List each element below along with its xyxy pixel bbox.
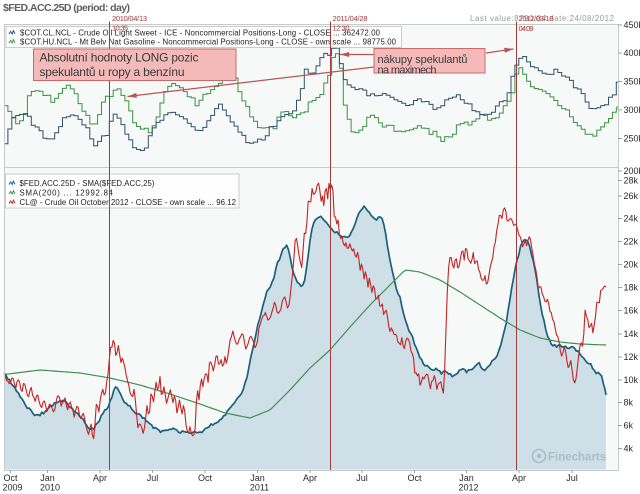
svg-text:SMA(200) ... 12992.84: SMA(200) ... 12992.84 xyxy=(20,189,114,198)
svg-text:Jul: Jul xyxy=(147,473,159,483)
svg-text:24k: 24k xyxy=(624,214,639,224)
svg-text:26k: 26k xyxy=(624,191,639,201)
svg-text:18k: 18k xyxy=(624,283,639,293)
svg-text:2011: 2011 xyxy=(250,483,269,493)
svg-text:20k: 20k xyxy=(624,260,639,270)
svg-text:Finecharts: Finecharts xyxy=(548,452,606,464)
svg-text:10k: 10k xyxy=(624,375,639,385)
svg-text:2010/04/13: 2010/04/13 xyxy=(112,14,147,23)
svg-text:Jan: Jan xyxy=(459,473,474,483)
svg-text:$FED.ACC.25D - SMA($FED.ACC,25: $FED.ACC.25D - SMA($FED.ACC,25) xyxy=(20,179,155,188)
svg-text:2012/03/18: 2012/03/18 xyxy=(519,14,554,23)
svg-text:300k: 300k xyxy=(624,105,640,115)
svg-text:Oct: Oct xyxy=(407,473,422,483)
svg-text:CL@ - Crude Oil October 2012 -: CL@ - Crude Oil October 2012 - CLOSE - o… xyxy=(20,198,237,207)
svg-text:16k: 16k xyxy=(624,306,639,316)
svg-text:Apr: Apr xyxy=(93,473,107,483)
svg-text:6k: 6k xyxy=(624,421,634,431)
svg-text:2012: 2012 xyxy=(458,483,478,493)
svg-text:8k: 8k xyxy=(624,398,634,408)
svg-text:Jan: Jan xyxy=(250,473,265,483)
svg-text:Oct: Oct xyxy=(3,473,18,483)
svg-text:Oct: Oct xyxy=(198,473,213,483)
svg-text:450k: 450k xyxy=(624,20,640,30)
svg-text:spekulantů u ropy a benzínu: spekulantů u ropy a benzínu xyxy=(40,65,185,79)
svg-text:22k: 22k xyxy=(624,237,639,247)
svg-text:$COT.HU.NCL - Mt Belv Nat Gaso: $COT.HU.NCL - Mt Belv Nat Gasoline - Non… xyxy=(20,38,397,47)
svg-text:250k: 250k xyxy=(624,134,640,144)
svg-text:Jan: Jan xyxy=(40,473,55,483)
svg-text:$COT.CL.NCL - Crude Oil Light: $COT.CL.NCL - Crude Oil Light Sweet - IC… xyxy=(20,29,381,38)
svg-text:Apr: Apr xyxy=(512,473,526,483)
svg-text:nákupy spekulantů: nákupy spekulantů xyxy=(378,54,468,66)
svg-text:2010: 2010 xyxy=(40,483,60,493)
svg-text:Last value:8790.84 date:24/08: Last value:8790.84 date:24/08/2012 xyxy=(470,14,615,23)
svg-text:28k: 28k xyxy=(624,176,639,186)
svg-text:Absolutní hodnoty LONG pozic: Absolutní hodnoty LONG pozic xyxy=(40,51,199,65)
svg-text:Apr: Apr xyxy=(303,473,317,483)
svg-text:10:35: 10:35 xyxy=(112,24,128,33)
svg-text:2009: 2009 xyxy=(2,483,22,493)
svg-text:350k: 350k xyxy=(624,77,640,87)
svg-text:$FED.ACC.25D (period: day): $FED.ACC.25D (period: day) xyxy=(3,2,130,14)
svg-text:4k: 4k xyxy=(624,444,634,454)
svg-text:14k: 14k xyxy=(624,329,639,339)
svg-text:12k: 12k xyxy=(624,352,639,362)
svg-text:2011/04/28: 2011/04/28 xyxy=(333,14,368,23)
svg-text:na maximech: na maximech xyxy=(378,65,437,77)
svg-text:12:30: 12:30 xyxy=(333,24,350,33)
svg-text:Jul: Jul xyxy=(566,473,578,483)
svg-text:400k: 400k xyxy=(624,48,640,58)
svg-text:200k: 200k xyxy=(624,166,640,176)
svg-text:Jul: Jul xyxy=(356,473,368,483)
svg-text:04:09: 04:09 xyxy=(519,24,534,33)
